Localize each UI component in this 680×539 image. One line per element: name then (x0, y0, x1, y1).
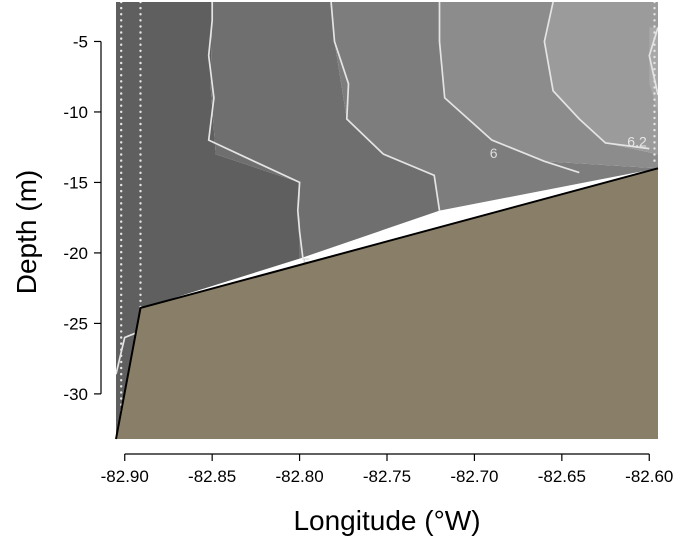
y-axis: -5 -10 -15 -20 -25 -30 (63, 32, 102, 404)
y-axis-title: Depth (m) (11, 170, 42, 294)
contour-band-0 (116, 2, 300, 439)
x-tick-label: -82.80 (275, 467, 323, 486)
y-tick-label: -20 (63, 244, 88, 263)
contour-band-1 (210, 2, 440, 259)
x-tick-label: -82.90 (101, 467, 149, 486)
x-tick-label: -82.70 (450, 467, 498, 486)
contour-label-1: 6 (490, 145, 498, 161)
x-tick-label: -82.85 (188, 467, 236, 486)
contour-label-2: 6.2 (627, 134, 647, 150)
contour-band-4 (544, 2, 658, 155)
contour-band-2 (331, 2, 658, 211)
y-tick-label: -25 (63, 314, 88, 333)
x-tick-label: -82.60 (625, 467, 673, 486)
contour-line-0 (207, 2, 304, 261)
x-axis-title: Longitude (°W) (293, 505, 480, 536)
x-tick-label: -82.75 (363, 467, 411, 486)
x-axis: -82.90 -82.85 -82.80 -82.75 -82.70 -82.65 -82.… (101, 453, 673, 486)
contour-lines (116, 2, 658, 439)
contour-bands (116, 2, 658, 439)
seabed-area (116, 168, 658, 440)
contour-line-3 (543, 2, 650, 150)
contour-line-2 (438, 2, 580, 174)
contour-band-3 (439, 2, 658, 169)
contour-line-1 (330, 2, 441, 211)
x-tick-label: -82.65 (538, 467, 586, 486)
y-tick-label: -15 (63, 173, 88, 192)
y-tick-label: -10 (63, 103, 88, 122)
seabed-outline (115, 167, 659, 440)
y-tick-label: -30 (63, 385, 88, 404)
y-tick-label: -5 (73, 32, 88, 51)
